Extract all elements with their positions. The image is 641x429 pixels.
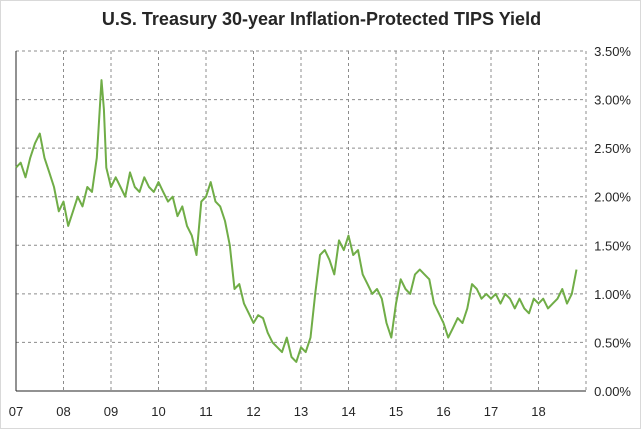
x-tick-label: 18 [531, 404, 545, 419]
chart-title: U.S. Treasury 30-year Inflation-Protecte… [101, 9, 542, 29]
x-tick-label: 16 [436, 404, 450, 419]
x-tick-label: 14 [341, 404, 355, 419]
y-tick-label: 3.00% [594, 93, 631, 108]
x-tick-label: 10 [151, 404, 165, 419]
y-tick-label: 1.00% [594, 287, 631, 302]
x-tick-label: 17 [484, 404, 498, 419]
x-tick-label: 07 [9, 404, 23, 419]
y-tick-label: 2.50% [594, 141, 631, 156]
y-tick-label: 0.50% [594, 335, 631, 350]
x-tick-label: 15 [389, 404, 403, 419]
x-tick-label: 12 [246, 404, 260, 419]
y-tick-label: 2.00% [594, 190, 631, 205]
x-tick-label: 13 [294, 404, 308, 419]
y-tick-label: 0.00% [594, 384, 631, 399]
x-tick-label: 11 [199, 404, 213, 419]
yield-series-line [15, 79, 578, 363]
y-tick-label: 3.50% [594, 44, 631, 59]
x-tick-label: 08 [56, 404, 70, 419]
x-tick-label: 09 [104, 404, 118, 419]
y-tick-label: 1.50% [594, 238, 631, 253]
